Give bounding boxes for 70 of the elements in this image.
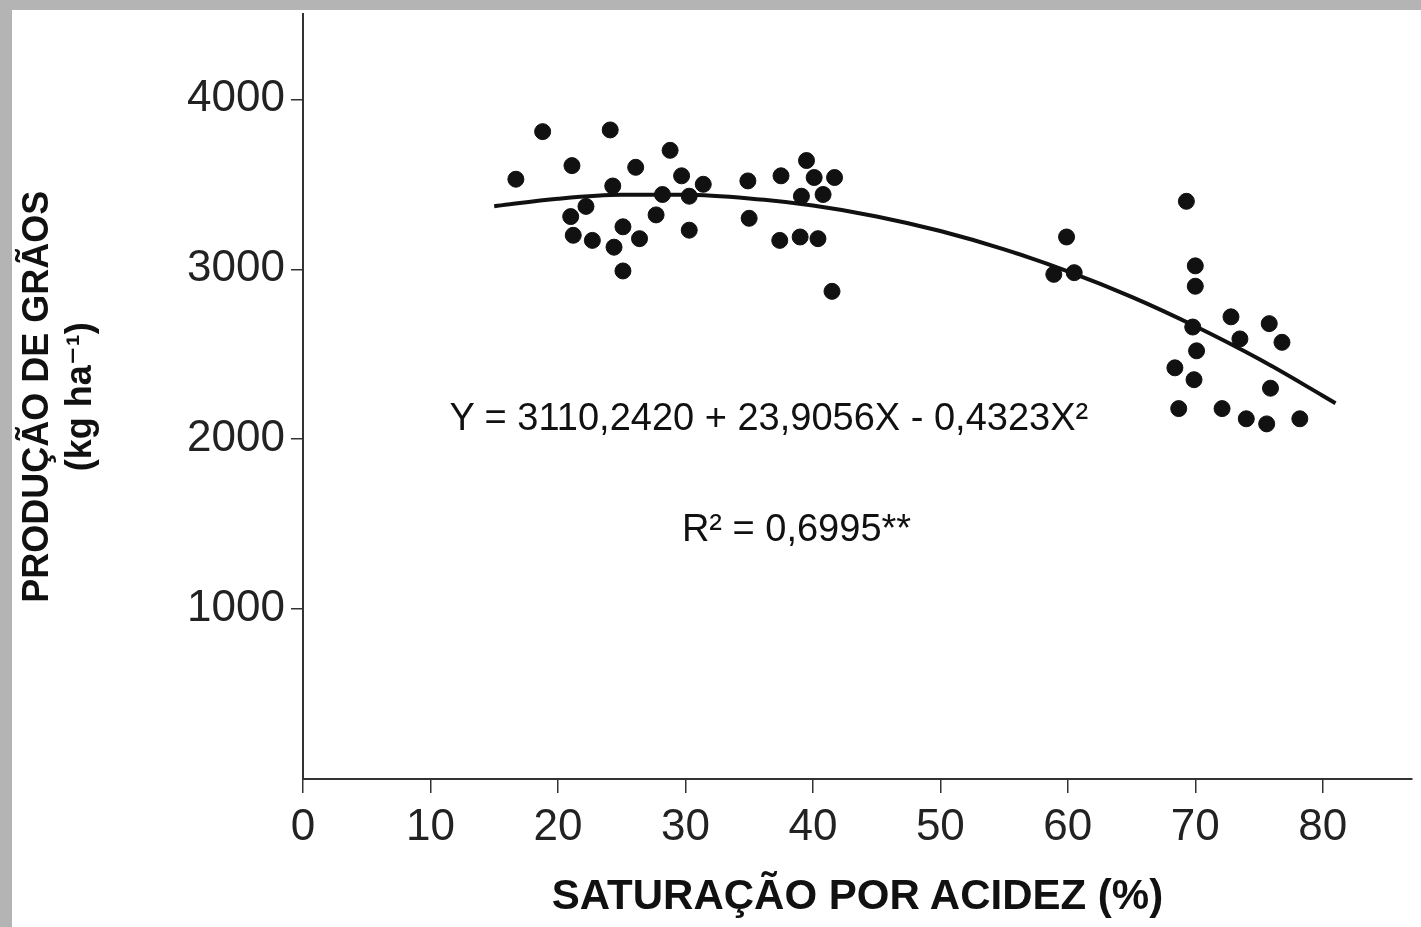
point: [601, 121, 619, 139]
point: [614, 218, 632, 236]
point: [583, 231, 601, 249]
x-tick-label: 60: [1043, 799, 1093, 849]
point: [823, 282, 841, 300]
point: [653, 186, 671, 204]
point: [647, 206, 665, 224]
point: [680, 187, 698, 205]
x-axis-title: SATURAÇÃO POR ACIDEZ (%): [551, 871, 1164, 919]
point: [1065, 264, 1083, 282]
point: [1185, 371, 1203, 389]
x-tick-label: 40: [788, 799, 838, 849]
point: [1186, 277, 1204, 295]
point: [792, 187, 810, 205]
point: [614, 262, 632, 280]
point: [798, 152, 816, 170]
point: [694, 175, 712, 193]
point: [771, 231, 789, 249]
point: [507, 170, 525, 188]
point: [605, 238, 623, 256]
point: [562, 208, 580, 226]
point: [1045, 265, 1063, 283]
point: [1188, 342, 1206, 360]
point: [1231, 330, 1249, 348]
point: [577, 197, 595, 215]
point: [627, 158, 645, 176]
point: [564, 226, 582, 244]
point: [1170, 400, 1188, 418]
point: [826, 169, 844, 187]
y-tick-label: 3000: [187, 241, 285, 291]
point: [1166, 359, 1184, 377]
x-tick-label: 10: [405, 799, 455, 849]
point: [680, 221, 698, 239]
y-tick-label: 2000: [187, 411, 285, 461]
point: [1273, 333, 1291, 351]
x-tick-label: 20: [533, 799, 583, 849]
x-tick-label: 50: [915, 799, 965, 849]
point: [1291, 410, 1309, 428]
point: [1058, 228, 1076, 246]
point: [1237, 410, 1255, 428]
point: [1177, 192, 1195, 210]
point: [1186, 257, 1204, 275]
point: [791, 228, 809, 246]
point: [740, 209, 758, 227]
x-tick-label: 30: [660, 799, 710, 849]
point: [1184, 318, 1202, 336]
point: [563, 157, 581, 175]
point: [805, 169, 823, 187]
point: [1213, 400, 1231, 418]
point: [739, 172, 757, 190]
x-tick-label: 0: [290, 799, 316, 849]
point: [631, 230, 649, 248]
y-tick-label: 4000: [187, 71, 285, 121]
y-tick-label: 1000: [187, 581, 285, 631]
point: [772, 167, 790, 185]
point: [814, 186, 832, 204]
point: [534, 123, 552, 141]
x-tick-label: 70: [1170, 799, 1220, 849]
point: [1258, 415, 1276, 433]
point: [661, 141, 679, 159]
point: [809, 230, 827, 248]
annotation: Y = 3110,2420 + 23,9056X - 0,4323X²: [449, 396, 1089, 439]
point: [673, 167, 691, 185]
point: [1222, 308, 1240, 326]
point: [604, 177, 622, 195]
x-tick-label: 80: [1298, 799, 1348, 849]
y-axis-title: PRODUÇÃO DE GRÃOS (kg ha⁻¹): [13, 190, 99, 603]
point: [1260, 315, 1278, 333]
point: [1262, 379, 1280, 397]
annotation: R² = 0,6995**: [681, 506, 912, 549]
